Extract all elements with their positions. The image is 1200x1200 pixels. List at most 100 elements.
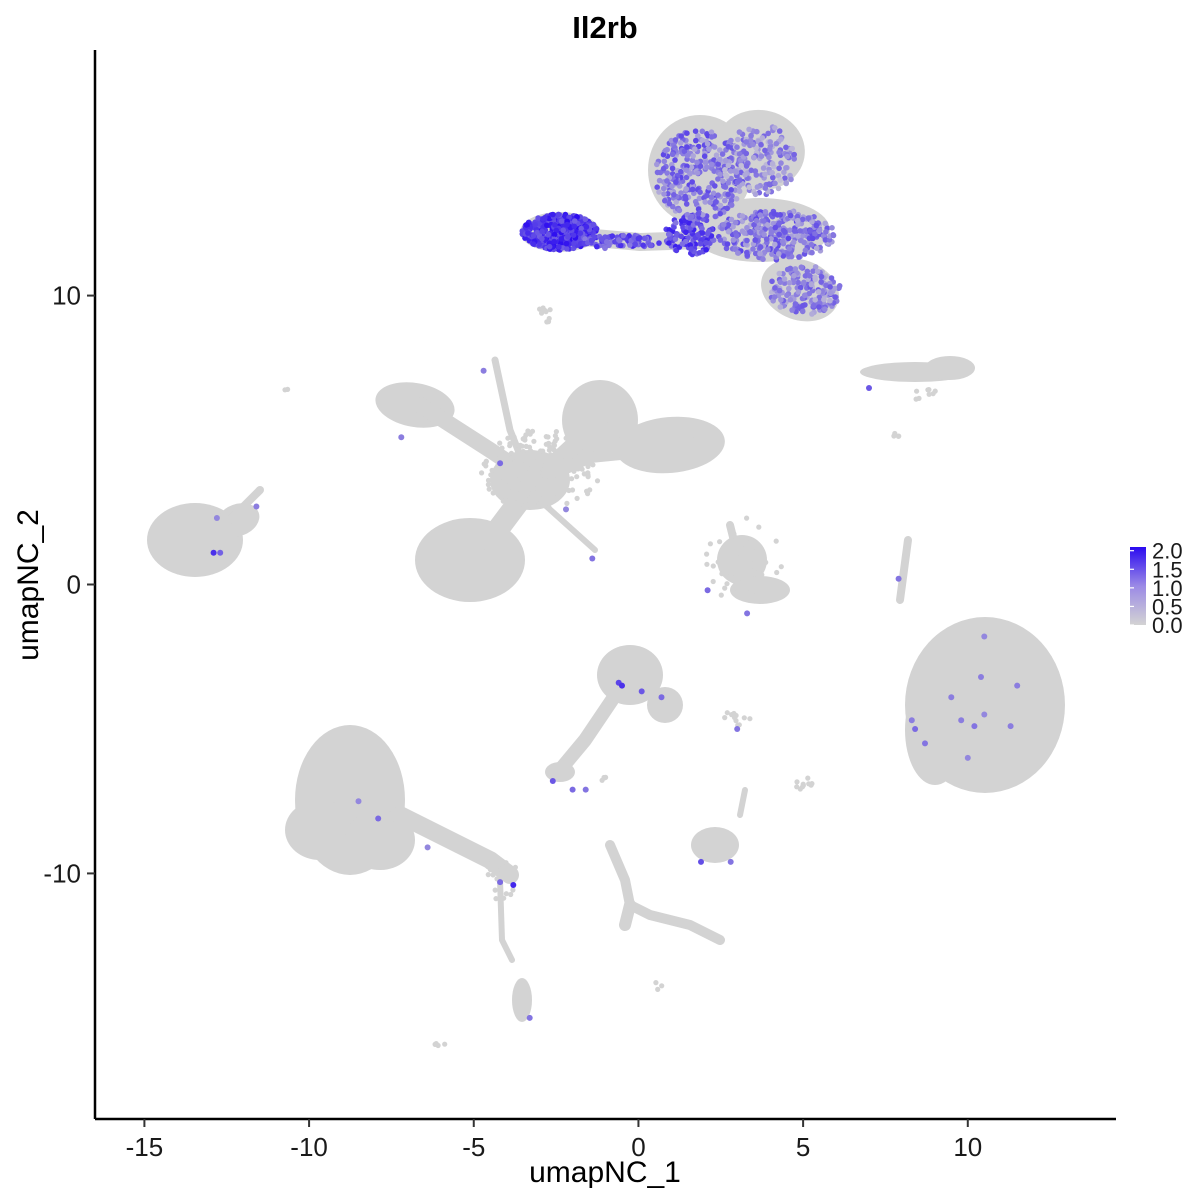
cluster-blob: [925, 356, 975, 380]
cluster-cell: [575, 466, 581, 472]
cluster-cell: [730, 538, 736, 544]
legend-label: 1.0: [1152, 576, 1183, 601]
expression-point: [757, 212, 764, 218]
expression-point: [678, 168, 684, 175]
cluster-cell: [536, 496, 542, 502]
expression-point: [812, 297, 818, 303]
cluster-cell: [547, 444, 553, 450]
y-tick-label: 0: [67, 570, 81, 600]
expression-point: [671, 192, 677, 198]
expression-point: [769, 278, 775, 285]
cluster-cell: [514, 447, 521, 453]
expression-point: [706, 184, 712, 191]
expression-point: [736, 188, 743, 194]
cluster-cell: [508, 450, 514, 456]
expression-point: [754, 128, 760, 135]
expression-point: [760, 165, 767, 171]
expression-point: [698, 858, 704, 865]
expression-point: [725, 222, 732, 228]
expression-point: [723, 245, 730, 252]
cluster-strand: [226, 486, 264, 524]
cluster-cell: [590, 462, 596, 468]
expression-point: [808, 241, 815, 248]
expression-point: [658, 694, 665, 701]
expression-point: [560, 227, 566, 233]
cluster-cell: [756, 524, 762, 530]
expression-point: [551, 238, 557, 245]
expression-point: [715, 161, 721, 167]
expression-point: [981, 633, 988, 640]
expression-point: [776, 165, 782, 172]
y-ticks: -10 0 10: [43, 281, 95, 888]
legend-label: 0.5: [1152, 594, 1183, 619]
expression-point: [661, 158, 668, 165]
expression-point: [715, 192, 721, 198]
expression-point: [816, 294, 823, 301]
expression-point: [762, 171, 768, 178]
expression-point: [827, 284, 833, 290]
cluster-cell: [731, 714, 738, 721]
expression-point: [713, 152, 720, 158]
expression-point: [768, 230, 774, 236]
cluster-cell: [514, 486, 520, 492]
expression-point: [762, 209, 769, 215]
expression-point: [750, 141, 756, 148]
expression-point: [703, 247, 709, 253]
cluster-cell: [932, 388, 938, 394]
expression-point: [727, 858, 734, 865]
cluster-cell: [749, 545, 755, 551]
expression-point: [801, 292, 808, 299]
expression-point: [761, 231, 767, 238]
expression-point: [821, 296, 827, 303]
expression-point: [789, 307, 795, 313]
cluster-strand: [479, 469, 546, 551]
expression-point: [806, 290, 813, 297]
expression-point: [640, 242, 646, 248]
cluster-cell: [435, 1042, 441, 1049]
cluster-cell: [926, 391, 932, 397]
expression-point: [687, 214, 694, 221]
cluster-cell: [516, 443, 522, 449]
expression-point: [553, 227, 560, 234]
expression-point: [802, 247, 809, 254]
expression-point: [772, 285, 778, 291]
expression-point: [717, 210, 723, 217]
expression-point: [765, 222, 771, 228]
cluster-cell: [576, 450, 582, 456]
cluster-cell: [926, 387, 932, 393]
expression-point: [791, 272, 797, 279]
expression-point: [791, 151, 797, 158]
x-tick-label: -10: [290, 1132, 328, 1162]
cluster-cell: [541, 307, 548, 313]
expression-point: [770, 174, 776, 181]
cluster-cell: [481, 461, 487, 467]
cluster-cell: [655, 986, 661, 993]
expression-point: [750, 246, 756, 252]
cluster-cell: [534, 482, 540, 488]
expression-point: [525, 230, 531, 236]
expression-point: [733, 196, 740, 202]
cluster-cell: [757, 558, 763, 565]
cluster-cell: [531, 438, 537, 444]
expression-point: [728, 216, 735, 223]
expression-point: [704, 230, 711, 237]
cluster-cell: [503, 860, 509, 866]
expression-point: [666, 200, 673, 207]
expression-point: [717, 171, 723, 178]
expression-point: [695, 210, 702, 217]
expression-point: [704, 141, 711, 147]
expression-point: [715, 176, 721, 182]
expression-point: [735, 136, 741, 143]
expression-point: [800, 233, 806, 239]
cluster-cell: [554, 478, 560, 484]
cluster-cell: [749, 561, 756, 568]
expression-point: [787, 227, 793, 233]
expression-point: [677, 140, 684, 146]
expression-point: [681, 148, 688, 155]
expression-point: [480, 367, 487, 374]
expression-point: [775, 185, 782, 192]
cluster-cell: [547, 477, 553, 483]
cluster-cell: [529, 470, 535, 476]
cluster-cell: [731, 531, 737, 537]
